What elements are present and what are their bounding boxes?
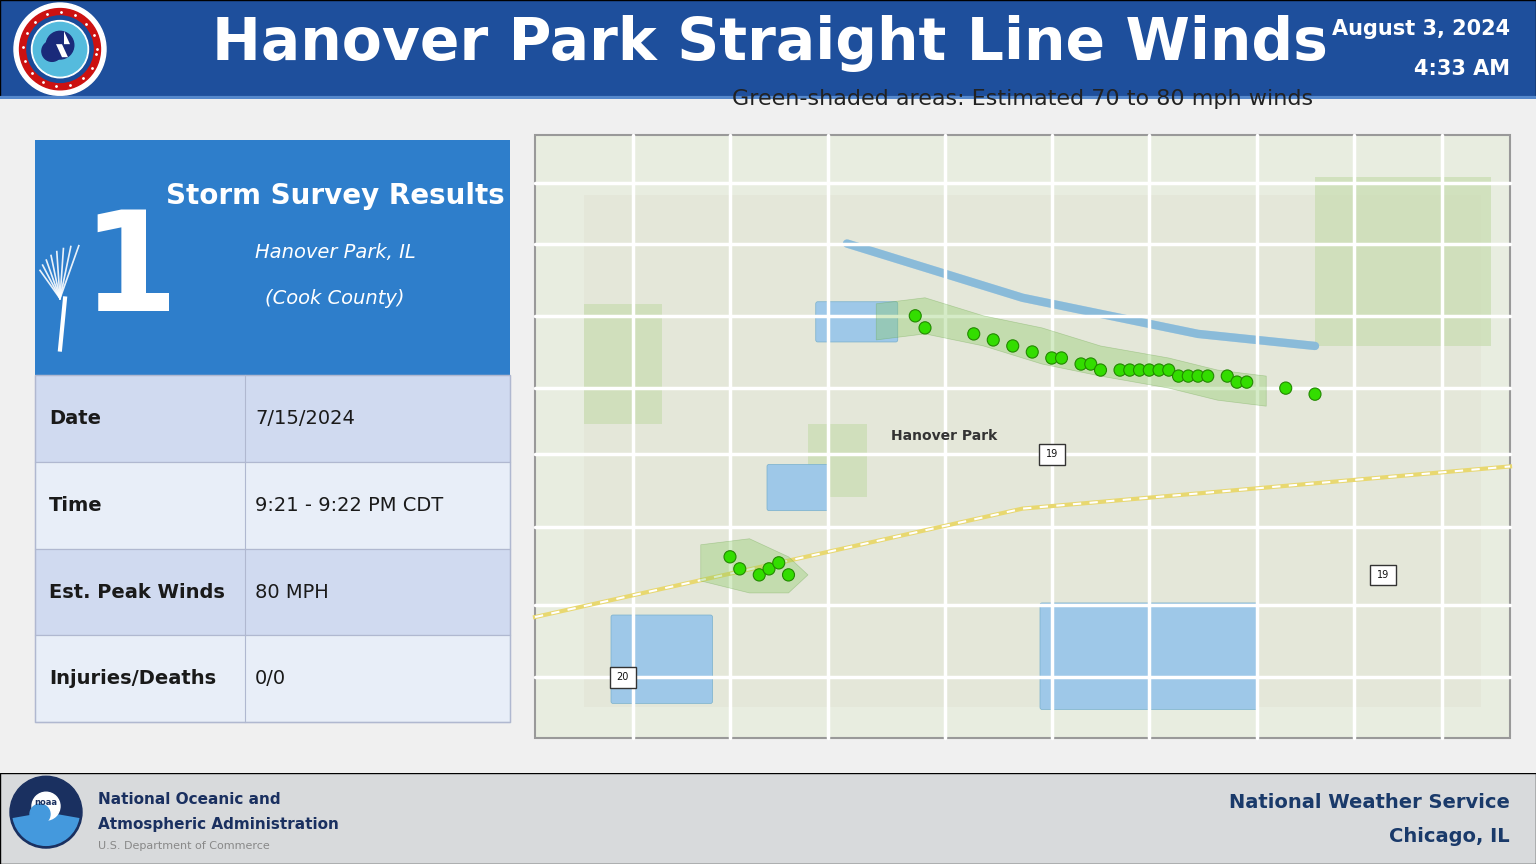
Circle shape (1084, 358, 1097, 370)
Circle shape (1046, 352, 1058, 364)
Circle shape (11, 776, 81, 848)
Circle shape (1279, 382, 1292, 394)
FancyBboxPatch shape (1040, 603, 1258, 709)
Circle shape (14, 3, 106, 95)
Circle shape (1230, 376, 1243, 388)
FancyBboxPatch shape (0, 773, 1536, 864)
FancyBboxPatch shape (35, 462, 510, 549)
Circle shape (1192, 370, 1204, 382)
Circle shape (968, 327, 980, 340)
Text: (Cook County): (Cook County) (266, 289, 406, 308)
Text: August 3, 2024: August 3, 2024 (1332, 19, 1510, 39)
FancyBboxPatch shape (584, 304, 662, 424)
FancyBboxPatch shape (584, 195, 876, 708)
Circle shape (782, 569, 794, 581)
Text: 1: 1 (81, 206, 178, 340)
Circle shape (1075, 358, 1087, 370)
Polygon shape (700, 539, 808, 593)
Text: Injuries/Deaths: Injuries/Deaths (49, 670, 217, 689)
FancyBboxPatch shape (1038, 444, 1064, 465)
Polygon shape (876, 298, 1266, 406)
Text: Hanover Park, IL: Hanover Park, IL (255, 243, 415, 262)
FancyBboxPatch shape (1169, 195, 1481, 708)
Text: Est. Peak Winds: Est. Peak Winds (49, 582, 224, 601)
FancyBboxPatch shape (816, 302, 897, 342)
FancyBboxPatch shape (611, 615, 713, 703)
Circle shape (988, 334, 1000, 346)
FancyBboxPatch shape (766, 465, 829, 511)
FancyBboxPatch shape (0, 0, 1536, 99)
Text: National Oceanic and: National Oceanic and (98, 791, 281, 807)
Circle shape (31, 804, 51, 824)
Circle shape (909, 309, 922, 322)
Polygon shape (55, 31, 71, 57)
Circle shape (919, 321, 931, 334)
Circle shape (1143, 364, 1155, 376)
Circle shape (1309, 388, 1321, 400)
FancyBboxPatch shape (35, 549, 510, 635)
Circle shape (34, 22, 86, 76)
Circle shape (753, 569, 765, 581)
Circle shape (1006, 340, 1018, 353)
Text: 4:33 AM: 4:33 AM (1415, 60, 1510, 79)
Circle shape (1163, 364, 1175, 376)
FancyBboxPatch shape (610, 667, 636, 688)
Text: 0/0: 0/0 (255, 670, 286, 689)
FancyBboxPatch shape (1315, 177, 1490, 346)
Circle shape (723, 550, 736, 563)
Text: 19: 19 (1046, 449, 1058, 460)
Circle shape (1124, 364, 1135, 376)
Circle shape (1154, 364, 1164, 376)
FancyBboxPatch shape (35, 375, 510, 462)
Text: 7/15/2024: 7/15/2024 (255, 409, 355, 428)
FancyBboxPatch shape (808, 424, 866, 497)
FancyBboxPatch shape (1370, 565, 1396, 585)
Circle shape (1172, 370, 1184, 382)
Text: 9:21 - 9:22 PM CDT: 9:21 - 9:22 PM CDT (255, 496, 444, 515)
Text: Hanover Park Straight Line Winds: Hanover Park Straight Line Winds (212, 15, 1329, 72)
Text: U.S. Department of Commerce: U.S. Department of Commerce (98, 841, 270, 851)
Circle shape (41, 41, 61, 61)
Text: Green-shaded areas: Estimated 70 to 80 mph winds: Green-shaded areas: Estimated 70 to 80 m… (733, 89, 1313, 110)
Text: Date: Date (49, 409, 101, 428)
FancyBboxPatch shape (535, 135, 1510, 738)
Circle shape (734, 562, 746, 575)
Circle shape (1055, 352, 1068, 364)
Circle shape (763, 562, 776, 575)
Text: Storm Survey Results: Storm Survey Results (166, 182, 504, 210)
Circle shape (1134, 364, 1146, 376)
Circle shape (1183, 370, 1195, 382)
Text: 80 MPH: 80 MPH (255, 582, 329, 601)
Text: National Weather Service: National Weather Service (1229, 792, 1510, 811)
Circle shape (1095, 364, 1106, 376)
Text: noaa: noaa (34, 797, 57, 807)
Text: 19: 19 (1378, 570, 1390, 580)
Circle shape (1201, 370, 1213, 382)
Text: Atmospheric Administration: Atmospheric Administration (98, 816, 339, 832)
Circle shape (46, 31, 74, 59)
Wedge shape (12, 812, 80, 846)
Text: 20: 20 (616, 672, 628, 683)
Circle shape (1026, 346, 1038, 358)
Circle shape (1221, 370, 1233, 382)
Circle shape (32, 792, 60, 820)
Circle shape (773, 556, 785, 569)
Circle shape (28, 16, 94, 82)
Circle shape (20, 9, 100, 90)
Circle shape (1241, 376, 1253, 388)
Text: Time: Time (49, 496, 103, 515)
FancyBboxPatch shape (876, 195, 1169, 708)
Circle shape (1114, 364, 1126, 376)
Text: Hanover Park: Hanover Park (891, 429, 997, 443)
FancyBboxPatch shape (35, 635, 510, 722)
Circle shape (31, 21, 89, 78)
Text: Chicago, IL: Chicago, IL (1390, 827, 1510, 846)
FancyBboxPatch shape (35, 140, 510, 375)
